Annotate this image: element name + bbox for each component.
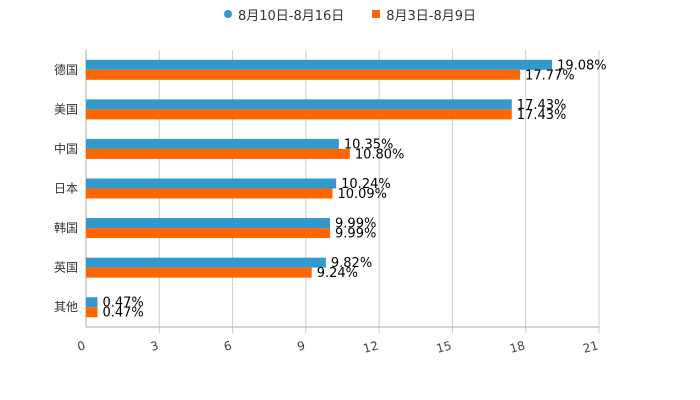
data-label-series-1: 17.43% [517,98,567,113]
data-label-series-2: 10.80% [355,147,405,162]
bar-series-2[interactable] [86,307,98,318]
data-label-series-1: 9.82% [331,256,372,271]
data-label-series-2: 10.09% [337,187,387,202]
bar-series-1[interactable] [86,297,98,308]
data-label-series-2: 9.24% [317,266,358,281]
x-tick-label: 12 [362,338,380,355]
data-label-series-2: 17.43% [517,108,567,123]
category-label: 英国 [54,261,78,275]
data-label-series-1: 10.24% [341,177,391,192]
x-tick-label: 18 [508,338,526,355]
bar-series-2[interactable] [86,267,312,278]
bar-series-2[interactable] [86,188,333,199]
data-label-series-1: 0.47% [102,296,143,311]
legend: 8月10日-8月16日 8月3日-8月9日 [0,4,700,24]
x-tick-label: 0 [76,338,87,354]
category-label: 中国 [54,141,78,156]
data-label-series-2: 17.77% [525,68,575,83]
x-tick-label: 21 [581,338,599,355]
x-tick-label: 3 [149,338,160,354]
data-label-series-2: 9.99% [335,227,376,242]
bar-series-1[interactable] [86,99,512,110]
bar-series-1[interactable] [86,138,339,149]
bar-series-1[interactable] [86,218,331,229]
legend-label-series-1: 8月10日-8月16日 [237,8,345,24]
category-label: 日本 [54,182,78,196]
data-label-series-1: 10.35% [344,137,394,152]
bar-series-1[interactable] [86,59,553,70]
category-label: 韩国 [54,220,78,235]
data-label-series-1: 19.08% [557,58,607,73]
bar-series-2[interactable] [86,228,331,239]
bar-series-2[interactable] [86,148,350,159]
category-label: 其他 [54,300,78,314]
legend-label-series-2: 8月3日-8月9日 [386,8,477,24]
bar-series-1[interactable] [86,178,337,189]
x-tick-label: 15 [435,338,453,355]
data-label-series-2: 0.47% [102,306,143,321]
legend-item-series-2[interactable]: 8月3日-8月9日 [372,5,476,24]
data-label-series-1: 9.99% [335,217,376,232]
legend-marker-series-2 [372,10,381,18]
legend-item-series-1[interactable]: 8月10日-8月16日 [223,5,345,24]
bar-series-2[interactable] [86,109,512,120]
bar-series-1[interactable] [86,257,326,268]
category-label: 美国 [54,102,78,116]
bar-series-2[interactable] [86,69,521,80]
x-tick-label: 9 [296,338,307,354]
x-tick-label: 6 [222,338,233,354]
legend-marker-series-1 [223,10,232,18]
category-label: 德国 [54,62,78,77]
